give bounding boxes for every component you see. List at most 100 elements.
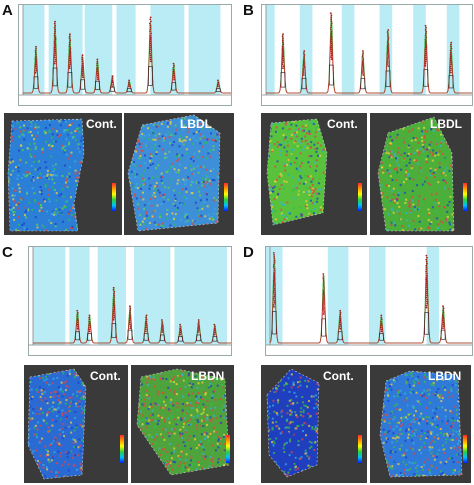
outlier-point — [97, 76, 99, 79]
outlier-point — [149, 34, 152, 37]
outlier-point — [68, 37, 71, 40]
outlier-point — [322, 301, 325, 303]
outlier-point — [197, 321, 200, 323]
outlier-point — [424, 52, 427, 55]
outlier-point — [96, 60, 99, 63]
outlier-point — [450, 43, 452, 46]
boxplot — [126, 88, 132, 93]
outlier-point — [173, 76, 175, 79]
outlier-point — [322, 281, 325, 283]
outlier-point — [329, 12, 332, 15]
highlight-band — [341, 5, 355, 95]
outlier-point — [424, 40, 427, 43]
outlier-point — [35, 59, 38, 62]
outlier-point — [424, 56, 427, 59]
outlier-point — [281, 41, 284, 44]
outlier-point — [273, 283, 276, 286]
highlight-band — [150, 5, 185, 95]
outlier-point — [128, 81, 130, 84]
outlier-point — [172, 66, 175, 69]
outlier-point — [339, 313, 342, 316]
outlier-point — [273, 281, 275, 284]
outlier-point — [129, 325, 132, 328]
outlier-point — [179, 327, 182, 330]
boxplot — [80, 79, 85, 90]
outlier-point — [113, 308, 115, 311]
panel-d-heatmap-right — [379, 370, 463, 478]
outlier-point — [81, 54, 84, 57]
outlier-point — [88, 324, 91, 327]
outlier-point — [282, 33, 284, 36]
outlier-point — [442, 321, 445, 324]
outlier-point — [303, 56, 306, 58]
outlier-point — [425, 270, 428, 273]
outlier-point — [213, 325, 216, 328]
outlier-point — [273, 253, 275, 256]
outlier-point — [339, 317, 342, 320]
outlier-point — [386, 51, 389, 53]
outlier-point — [425, 264, 428, 267]
red-line-trace — [269, 272, 472, 344]
outlier-point — [426, 274, 428, 277]
outlier-point — [450, 51, 452, 54]
boxplot — [87, 332, 92, 341]
outlier-point — [442, 325, 445, 328]
boxplot — [196, 334, 202, 342]
boxplot — [212, 336, 218, 342]
outlier-point — [161, 321, 164, 323]
outlier-point — [216, 83, 219, 86]
outlier-point — [161, 327, 164, 329]
outlier-point — [281, 53, 284, 56]
panel-b-right-label: LBDL — [430, 117, 462, 131]
outlier-point — [34, 51, 37, 54]
outlier-point — [111, 81, 114, 84]
outlier-point — [322, 297, 325, 299]
outlier-point — [302, 52, 305, 54]
outlier-point — [362, 52, 365, 54]
panel-c-right-colorbar — [226, 435, 230, 463]
outlier-point — [450, 67, 452, 70]
outlier-point — [54, 24, 57, 27]
outlier-point — [424, 42, 427, 45]
outlier-point — [149, 54, 152, 57]
outlier-point — [81, 58, 84, 61]
outlier-point — [53, 56, 56, 59]
outlier-point — [149, 26, 152, 29]
panel-c-spectrum — [28, 246, 232, 356]
outlier-point — [112, 314, 115, 317]
outlier-point — [282, 51, 285, 54]
boxplot — [379, 332, 384, 341]
outlier-point — [54, 52, 57, 55]
outlier-point — [450, 41, 453, 44]
outlier-point — [330, 40, 333, 43]
outlier-point — [330, 26, 333, 29]
outlier-point — [425, 280, 428, 283]
outlier-point — [322, 285, 325, 287]
highlight-band — [134, 247, 171, 345]
outlier-point — [426, 298, 429, 301]
outlier-point — [362, 68, 364, 70]
outlier-point — [362, 74, 365, 76]
outlier-point — [145, 316, 148, 319]
tissue-border — [266, 118, 328, 226]
outlier-point — [339, 309, 342, 312]
outlier-point — [362, 50, 364, 52]
outlier-point — [425, 260, 428, 263]
outlier-point — [68, 55, 71, 58]
outlier-point — [330, 56, 333, 59]
outlier-point — [69, 51, 72, 54]
outlier-point — [330, 38, 333, 41]
panel-a-image-right: LBDL — [124, 113, 234, 235]
outlier-point — [425, 292, 428, 295]
outlier-point — [53, 34, 56, 37]
outlier-point — [82, 76, 84, 79]
panel-b-left-colorbar — [358, 183, 362, 211]
outlier-point — [149, 20, 152, 23]
outlier-point — [322, 313, 325, 315]
outlier-point — [173, 78, 176, 81]
tissue-border — [127, 114, 221, 232]
outlier-point — [442, 307, 445, 310]
outlier-point — [68, 35, 71, 38]
outlier-point — [217, 79, 219, 82]
outlier-point — [149, 22, 151, 25]
